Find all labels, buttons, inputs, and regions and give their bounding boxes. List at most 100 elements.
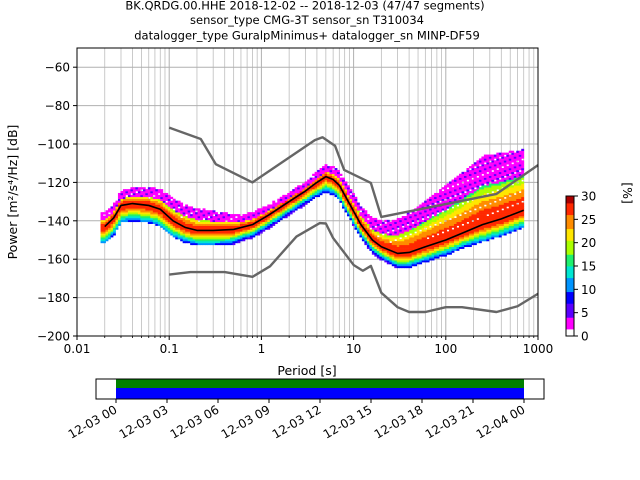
density-cell <box>389 233 393 236</box>
density-cell <box>195 237 199 240</box>
density-cell <box>451 194 455 198</box>
density-cell <box>229 240 233 244</box>
density-cell <box>436 216 440 219</box>
density-cell <box>162 206 166 209</box>
density-cell <box>322 169 325 173</box>
density-cell <box>439 254 442 257</box>
density-cell <box>399 235 403 238</box>
density-cell <box>127 196 131 200</box>
density-cell <box>454 248 457 251</box>
density-cell <box>476 227 480 230</box>
density-cell <box>506 152 510 155</box>
density-cell <box>257 214 261 217</box>
density-cell <box>511 200 515 203</box>
density-cell <box>249 231 253 234</box>
density-cell <box>468 221 472 224</box>
density-cell <box>317 187 320 190</box>
density-cell <box>197 221 201 224</box>
colorbar-segment <box>566 212 574 216</box>
density-cell <box>471 229 475 232</box>
density-cell <box>108 227 111 230</box>
density-cell <box>493 235 497 238</box>
density-cell <box>396 250 400 253</box>
density-cell <box>426 214 430 217</box>
density-cell <box>488 158 492 161</box>
density-cell <box>436 246 440 249</box>
density-cell <box>451 229 455 232</box>
density-cell <box>202 214 206 217</box>
density-cell <box>491 217 495 221</box>
density-cell <box>120 217 124 221</box>
density-cell <box>444 240 447 244</box>
density-cell <box>339 179 343 182</box>
density-cell <box>511 168 515 171</box>
density-cell <box>386 260 390 263</box>
density-cell <box>192 214 196 217</box>
density-cell <box>364 240 368 244</box>
density-cell <box>376 233 380 236</box>
density-cell <box>488 187 492 190</box>
density-cell <box>175 219 179 223</box>
density-cell <box>117 212 121 215</box>
density-cell <box>406 233 410 236</box>
density-cell <box>180 225 184 228</box>
density-cell <box>117 221 121 224</box>
density-cell <box>513 208 517 211</box>
density-cell <box>269 214 273 217</box>
density-cell <box>431 250 435 253</box>
density-cell <box>376 248 380 251</box>
density-cell <box>406 250 410 253</box>
density-cell <box>195 225 199 228</box>
colorbar-segment <box>566 217 574 220</box>
density-cell <box>466 196 470 200</box>
density-cell <box>491 225 495 228</box>
density-cell <box>197 217 201 221</box>
density-cell <box>145 210 149 213</box>
density-cell <box>459 191 462 194</box>
density-cell <box>190 235 194 238</box>
density-cell <box>142 194 146 198</box>
density-cell <box>155 200 159 203</box>
density-cell <box>406 252 410 255</box>
density-cell <box>518 216 522 219</box>
density-cell <box>414 250 418 253</box>
density-cell <box>155 194 159 198</box>
density-cell <box>456 194 460 198</box>
density-cell <box>498 216 502 219</box>
density-cell <box>483 160 487 163</box>
density-cell <box>137 192 141 196</box>
density-cell <box>237 239 241 242</box>
timeline-tick-label: 12-03 12 <box>270 402 324 441</box>
density-cell <box>451 187 455 190</box>
density-cell <box>212 233 216 236</box>
density-cell <box>516 173 520 176</box>
density-cell <box>299 206 303 209</box>
density-cell <box>399 262 403 265</box>
density-cell <box>451 189 455 192</box>
density-cell <box>187 212 191 215</box>
density-cell <box>384 240 388 244</box>
density-cell <box>264 223 268 226</box>
density-cell <box>182 239 186 242</box>
density-cell <box>478 187 482 190</box>
density-cell <box>406 265 410 269</box>
density-cell <box>262 223 266 226</box>
density-cell <box>446 200 450 203</box>
density-cell <box>473 164 477 167</box>
density-cell <box>449 227 452 230</box>
density-cell <box>444 217 447 221</box>
density-cell <box>486 191 490 194</box>
density-cell <box>210 221 213 224</box>
density-cell <box>110 233 114 236</box>
density-cell <box>147 210 151 213</box>
density-cell <box>197 235 201 238</box>
density-cell <box>508 208 512 211</box>
density-cell <box>299 202 303 205</box>
density-cell <box>132 191 136 194</box>
density-cell <box>401 244 405 248</box>
density-cell <box>414 244 418 248</box>
density-cell <box>187 208 191 211</box>
density-cell <box>411 233 415 236</box>
density-cell <box>376 221 380 224</box>
density-cell <box>257 210 261 213</box>
